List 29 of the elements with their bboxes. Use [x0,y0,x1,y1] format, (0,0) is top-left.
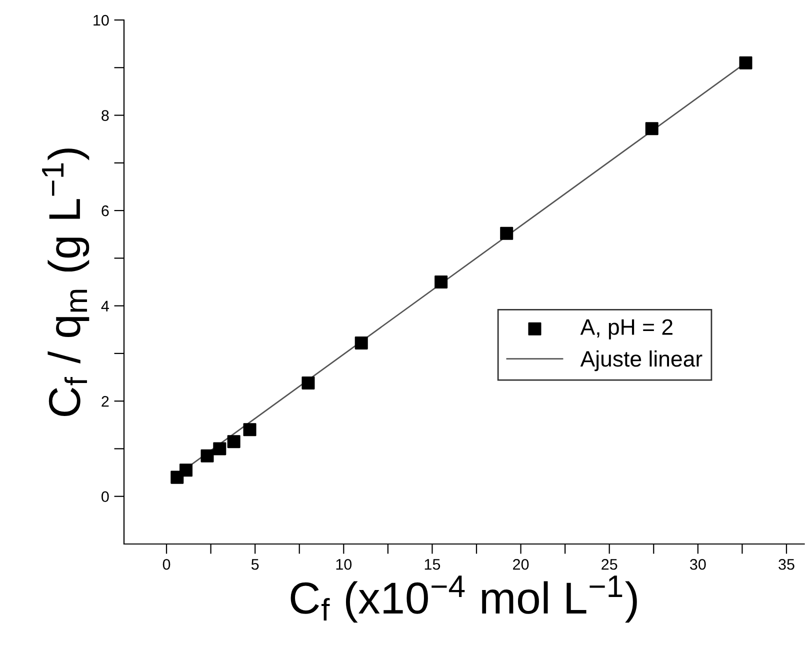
x-tick-label: 20 [513,558,529,570]
point [739,56,752,70]
x-tick-label: 0 [162,558,170,570]
x-tick-label: 35 [778,558,794,570]
y-tick-label: 10 [94,14,109,26]
point [645,122,658,136]
legend-label: Ajuste linear [580,350,702,372]
point [302,376,315,390]
legend-label: A, pH = 2 [580,319,672,340]
y-tick-label: 2 [102,396,109,407]
x-tick-label: 30 [690,558,706,570]
point [243,423,256,436]
x-tick-label: 25 [602,558,618,570]
x-axis-title: C$_{f}$ (x10$^{−4}$ mol L$^{−1}$) [290,576,637,623]
x-tick-label: 5 [251,559,259,570]
x-tick-label: 15 [424,559,440,570]
point [227,435,240,448]
y-tick-label: 8 [102,110,109,121]
y-tick-label: 0 [102,491,109,502]
y-axis-title: C$_{f}$ / q$_{m}$ (g L$^{−1}$) [42,148,90,416]
point [500,226,514,240]
point [179,464,192,477]
point [200,449,214,462]
point [434,275,448,289]
point [213,442,226,456]
point [354,336,368,350]
y-tick-label: 4 [101,300,109,312]
y-tick-label: 6 [102,205,109,216]
x-tick-label: 10 [336,558,352,570]
